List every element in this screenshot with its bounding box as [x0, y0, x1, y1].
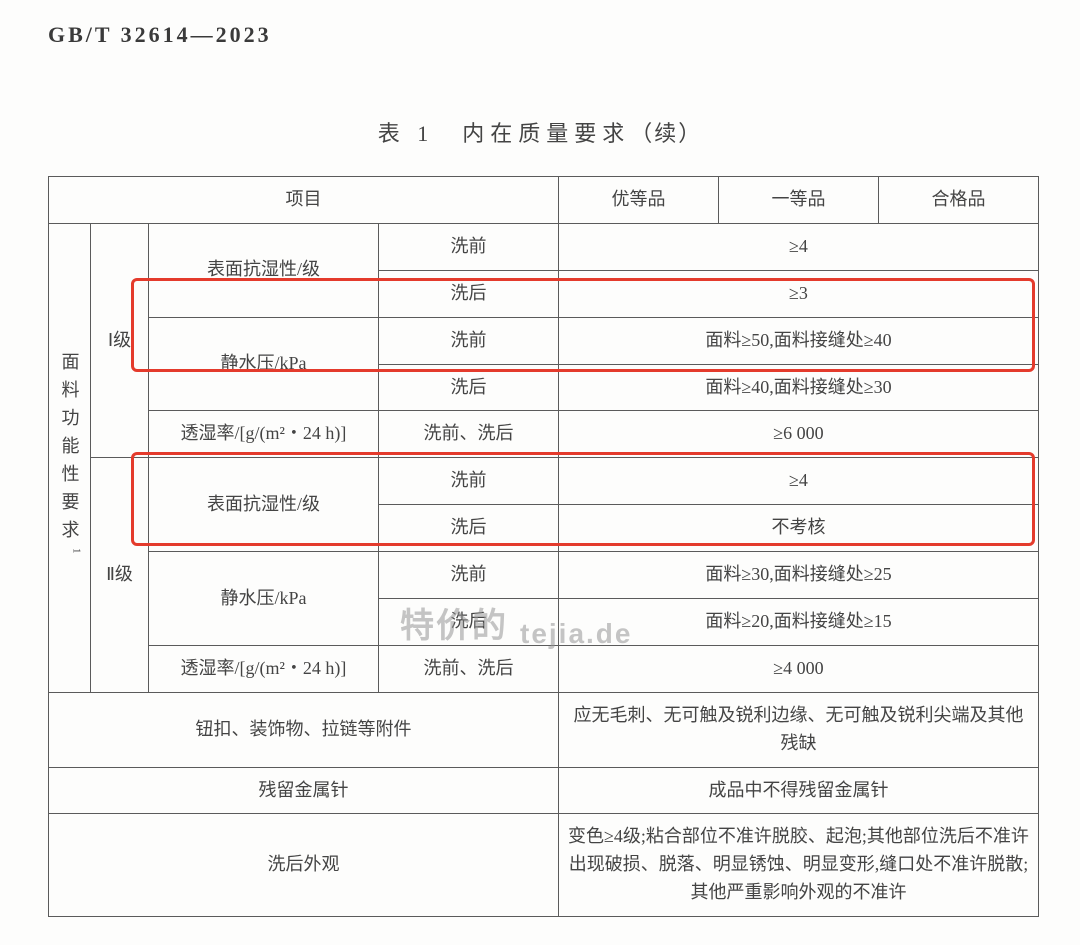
- table-row: 面料功能性要求1 Ⅰ级 表面抗湿性/级 洗前 ≥4: [49, 223, 1039, 270]
- needle-label: 残留金属针: [49, 767, 559, 814]
- cond-both: 洗前、洗后: [379, 645, 559, 692]
- cond-after: 洗后: [379, 505, 559, 552]
- hdr-grade-a: 优等品: [559, 177, 719, 224]
- needle-val: 成品中不得残留金属针: [559, 767, 1039, 814]
- table-row: 残留金属针 成品中不得残留金属针: [49, 767, 1039, 814]
- hdr-grade-c: 合格品: [879, 177, 1039, 224]
- hdr-grade-b: 一等品: [719, 177, 879, 224]
- rowgroup-label: 面料功能性要求1: [49, 223, 91, 692]
- param-surface: 表面抗湿性/级: [149, 223, 379, 317]
- param-surface: 表面抗湿性/级: [149, 458, 379, 552]
- level-2: Ⅱ级: [91, 458, 149, 692]
- val: ≥4: [559, 458, 1039, 505]
- val: 面料≥40,面料接缝处≥30: [559, 364, 1039, 411]
- hdr-project: 项目: [49, 177, 559, 224]
- spec-table: 项目 优等品 一等品 合格品 面料功能性要求1 Ⅰ级 表面抗湿性/级 洗前 ≥4…: [48, 176, 1039, 917]
- table-row: 钮扣、装饰物、拉链等附件 应无毛刺、无可触及锐利边缘、无可触及锐利尖端及其他残缺: [49, 692, 1039, 767]
- val: 面料≥30,面料接缝处≥25: [559, 552, 1039, 599]
- param-perm: 透湿率/[g/(m²・24 h)]: [149, 411, 379, 458]
- cond-before: 洗前: [379, 458, 559, 505]
- appearance-val: 变色≥4级;粘合部位不准许脱胶、起泡;其他部位洗后不准许出现破损、脱落、明显锈蚀…: [559, 814, 1039, 917]
- accessories-val: 应无毛刺、无可触及锐利边缘、无可触及锐利尖端及其他残缺: [559, 692, 1039, 767]
- table-row: 透湿率/[g/(m²・24 h)] 洗前、洗后 ≥4 000: [49, 645, 1039, 692]
- val: 不考核: [559, 505, 1039, 552]
- param-hydro: 静水压/kPa: [149, 317, 379, 411]
- param-hydro: 静水压/kPa: [149, 552, 379, 646]
- caption-main: 表 1 内在质量要求: [378, 121, 631, 146]
- table-row: 洗后外观 变色≥4级;粘合部位不准许脱胶、起泡;其他部位洗后不准许出现破损、脱落…: [49, 814, 1039, 917]
- cond-before: 洗前: [379, 552, 559, 599]
- val: ≥4: [559, 223, 1039, 270]
- val: 面料≥50,面料接缝处≥40: [559, 317, 1039, 364]
- level-1: Ⅰ级: [91, 223, 149, 457]
- standard-code: GB/T 32614—2023: [48, 22, 1032, 48]
- caption-cont: （续）: [630, 121, 702, 146]
- cond-after: 洗后: [379, 364, 559, 411]
- cond-both: 洗前、洗后: [379, 411, 559, 458]
- val: ≥3: [559, 270, 1039, 317]
- table-row: 透湿率/[g/(m²・24 h)] 洗前、洗后 ≥6 000: [49, 411, 1039, 458]
- accessories-label: 钮扣、装饰物、拉链等附件: [49, 692, 559, 767]
- cond-after: 洗后: [379, 599, 559, 646]
- param-perm: 透湿率/[g/(m²・24 h)]: [149, 645, 379, 692]
- table-row: 静水压/kPa 洗前 面料≥30,面料接缝处≥25: [49, 552, 1039, 599]
- val: ≥6 000: [559, 411, 1039, 458]
- table-caption: 表 1 内在质量要求（续）: [48, 116, 1032, 148]
- cond-after: 洗后: [379, 270, 559, 317]
- val: 面料≥20,面料接缝处≥15: [559, 599, 1039, 646]
- cond-before: 洗前: [379, 223, 559, 270]
- cond-before: 洗前: [379, 317, 559, 364]
- table-row: 静水压/kPa 洗前 面料≥50,面料接缝处≥40: [49, 317, 1039, 364]
- table-header-row: 项目 优等品 一等品 合格品: [49, 177, 1039, 224]
- table-row: Ⅱ级 表面抗湿性/级 洗前 ≥4: [49, 458, 1039, 505]
- appearance-label: 洗后外观: [49, 814, 559, 917]
- val: ≥4 000: [559, 645, 1039, 692]
